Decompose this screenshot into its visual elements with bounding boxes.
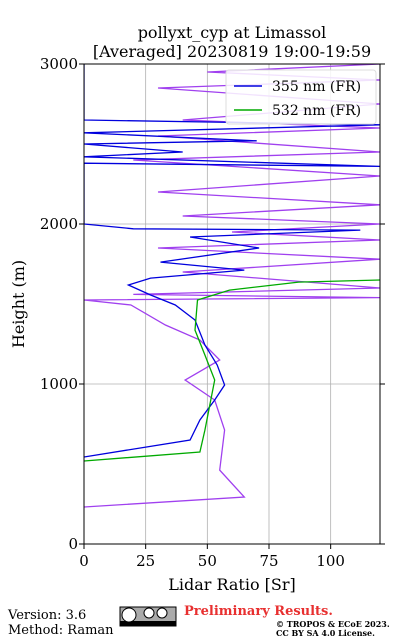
profile-line (84, 279, 380, 462)
x-tick-label: 50 (198, 552, 217, 570)
version: Version: 3.6 (7, 608, 86, 623)
y-tick-label: 0 (68, 535, 78, 553)
y-tick-label: 2000 (40, 215, 78, 233)
profile-line (84, 64, 380, 458)
x-tick-label: 0 (79, 552, 89, 570)
x-tick-label: 100 (316, 552, 345, 570)
legend-box (225, 69, 377, 125)
copyright: © TROPOS & ECoE 2023. (276, 619, 390, 629)
method: Method: Raman (8, 623, 114, 638)
cc-badge (119, 606, 177, 627)
plot-frame (83, 63, 381, 545)
license: CC BY SA 4.0 License. (276, 628, 375, 638)
x-tick-label: 75 (259, 552, 278, 570)
chart-title: pollyxt_cyp at Limassol (138, 23, 327, 42)
chart-subtitle: [Averaged] 20230819 19:00-19:59 (93, 42, 371, 61)
y-axis-label: Height (m) (9, 260, 28, 348)
legend-label: 355 nm (FR) (272, 79, 361, 95)
legend-label: 532 nm (FR) (272, 103, 361, 119)
y-tick-label: 3000 (40, 55, 78, 73)
y-tick-label: 1000 (40, 375, 78, 393)
x-axis-label: Lidar Ratio [Sr] (168, 575, 296, 594)
status: Preliminary Results. (184, 604, 333, 619)
x-tick-label: 25 (136, 552, 155, 570)
